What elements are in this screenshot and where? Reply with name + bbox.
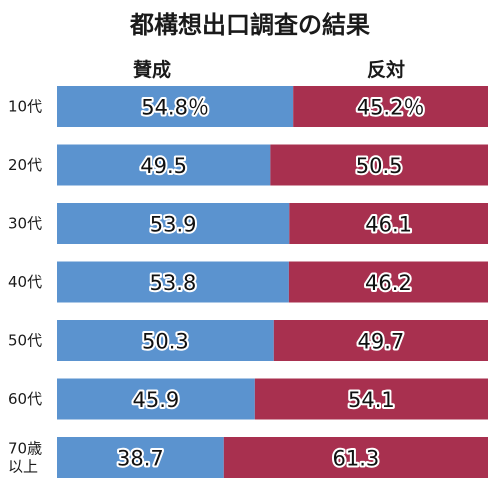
bar-approve — [57, 86, 294, 127]
bar-approve — [57, 437, 224, 478]
legend-label-approve: 賛成 — [133, 58, 171, 81]
bar-oppose — [289, 203, 488, 244]
value-label-oppose: 46.1 — [365, 213, 412, 237]
category-label: 40代 — [8, 273, 42, 291]
bar-approve — [57, 261, 289, 303]
value-label-oppose: 50.5 — [356, 154, 403, 178]
bar-approve — [57, 378, 255, 420]
bar-oppose — [293, 86, 488, 127]
value-label-approve: 49.5 — [140, 154, 187, 178]
category-label: 60代 — [8, 390, 42, 408]
category-label: 30代 — [8, 215, 42, 233]
value-label-oppose: 61.3 — [333, 447, 380, 471]
bar-oppose — [273, 320, 488, 361]
value-label-oppose: 46.2 — [365, 271, 412, 295]
value-label-approve: 54.8％ — [141, 96, 209, 120]
value-label-approve: 38.7 — [117, 447, 164, 471]
bar-oppose — [223, 437, 488, 478]
bar-oppose — [288, 261, 488, 303]
value-label-oppose: 54.1 — [348, 388, 395, 412]
category-label: 20代 — [8, 156, 42, 174]
chart-title: 都構想出口調査の結果 — [129, 11, 370, 39]
value-label-approve: 50.3 — [142, 330, 189, 354]
category-label: 10代 — [8, 98, 42, 116]
bar-approve — [57, 144, 271, 186]
legend-label-oppose: 反対 — [367, 58, 405, 81]
bar-approve — [57, 203, 290, 244]
category-label: 70歳以上 — [8, 440, 42, 476]
value-label-approve: 53.9 — [150, 213, 197, 237]
bars-group: 10代 54.8％ 45.2％ 20代 49.5 50.5 30代 53.9 46.1 40代 53… — [8, 86, 488, 478]
value-label-oppose: 45.2％ — [357, 96, 425, 120]
value-label-approve: 45.9 — [133, 388, 180, 412]
bar-approve — [57, 320, 274, 361]
bar-oppose — [254, 378, 488, 420]
value-label-approve: 53.8 — [150, 271, 197, 295]
value-label-oppose: 49.7 — [358, 330, 405, 354]
category-label: 50代 — [8, 332, 42, 350]
bar-oppose — [270, 144, 488, 186]
